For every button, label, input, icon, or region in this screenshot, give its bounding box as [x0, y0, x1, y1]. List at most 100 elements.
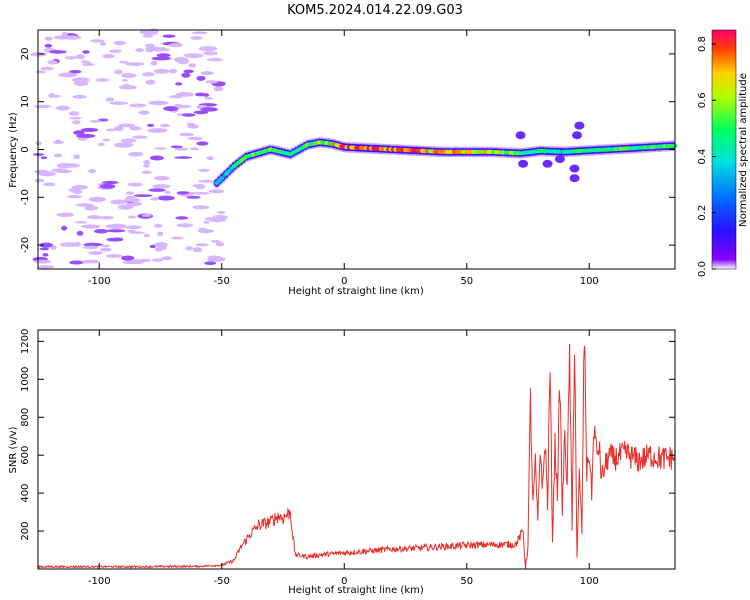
x-tick-label: -50 — [214, 276, 230, 287]
noise-blob — [37, 265, 55, 269]
noise-blob — [99, 41, 107, 46]
spectrogram-x-label: Height of straight line (km) — [288, 286, 424, 297]
noise-blob — [169, 68, 177, 74]
noise-blob — [127, 182, 143, 187]
noise-blob — [76, 133, 96, 138]
y-tick-label: 0 — [20, 146, 31, 152]
noise-blob — [100, 183, 116, 189]
noise-blob — [72, 94, 87, 99]
noise-blob — [200, 71, 214, 76]
noise-blob — [35, 70, 47, 74]
noise-blob — [129, 126, 142, 131]
noise-blob — [184, 53, 204, 58]
x-tick-label: -100 — [88, 276, 111, 287]
noise-blob — [33, 104, 52, 109]
noise-blob — [192, 205, 210, 210]
x-tick-label: -100 — [88, 576, 111, 587]
noise-blob — [118, 85, 137, 90]
y-tick-label: 10 — [20, 95, 31, 108]
noise-blob — [88, 169, 97, 174]
noise-blob — [129, 103, 147, 108]
noise-blob — [179, 132, 195, 137]
noise-blob — [109, 101, 129, 105]
noise-blob — [153, 224, 163, 228]
noise-blob — [191, 31, 208, 35]
noise-blob — [81, 259, 101, 264]
noise-blob — [188, 63, 196, 68]
noise-blob — [138, 110, 150, 115]
ridge-disturbance — [518, 159, 529, 168]
spectrogram-y-ticks: -20 -10 0 10 20 — [20, 48, 675, 253]
colorbar-tick-label: 0.6 — [697, 92, 708, 108]
noise-blob — [120, 73, 137, 78]
noise-blob — [119, 60, 129, 64]
noise-blob — [195, 183, 206, 190]
ridge-disturbance — [569, 174, 580, 183]
noise-blob — [157, 231, 164, 237]
noise-blob — [88, 251, 103, 255]
noise-blob — [215, 241, 225, 247]
noise-blob — [170, 236, 184, 240]
noise-blob — [73, 130, 85, 135]
noise-blob — [200, 107, 219, 112]
noise-blob — [98, 142, 105, 147]
x-tick-label: 0 — [341, 276, 347, 287]
noise-blob — [175, 104, 188, 109]
noise-blob — [125, 62, 145, 67]
noise-blob — [90, 39, 105, 43]
noise-blob — [82, 63, 95, 66]
noise-blob — [212, 216, 225, 220]
ridge-disturbance — [574, 121, 585, 130]
noise-blob — [147, 128, 168, 133]
noise-blob — [44, 36, 53, 41]
noise-blob — [141, 170, 152, 174]
noise-blob — [69, 260, 84, 265]
noise-blob — [67, 195, 83, 199]
noise-blob — [34, 259, 52, 264]
noise-blob — [150, 60, 158, 66]
noise-blob — [110, 199, 127, 205]
noise-blob — [149, 28, 159, 34]
noise-blob — [148, 100, 169, 106]
noise-blob — [198, 179, 214, 183]
noise-blob — [163, 106, 179, 112]
colorbar-ticks: 0.0 0.2 0.4 0.6 0.8 — [697, 36, 716, 277]
noise-blob — [56, 163, 73, 169]
noise-blob — [196, 141, 209, 146]
noise-blob — [59, 242, 80, 247]
snr-x-ticks: -100 -50 0 50 100 — [88, 330, 599, 587]
noise-blob — [127, 215, 136, 219]
noise-blob — [186, 122, 196, 126]
noise-blob — [40, 66, 54, 71]
noise-blob — [204, 261, 217, 266]
noise-blob — [198, 46, 218, 52]
noise-blob — [50, 245, 57, 250]
noise-blob — [53, 35, 73, 40]
noise-blob — [208, 189, 225, 194]
noise-blob — [47, 60, 58, 65]
y-tick-label: 20 — [20, 48, 31, 61]
snr-y-label: SNR (v/v) — [8, 426, 19, 473]
y-tick-label: 1000 — [20, 367, 31, 392]
x-tick-label: 0 — [341, 576, 347, 587]
noise-blob — [170, 145, 183, 149]
noise-blob — [141, 72, 155, 77]
noise-blob — [175, 82, 183, 86]
noise-blob — [185, 246, 193, 251]
noise-blob — [175, 58, 183, 63]
noise-blob — [38, 171, 56, 177]
ridge-disturbance — [554, 155, 565, 164]
x-tick-label: 50 — [460, 576, 473, 587]
noise-blob — [143, 233, 150, 238]
ridge-disturbance — [542, 159, 553, 168]
noise-blob — [71, 77, 91, 83]
noise-blob — [73, 80, 89, 86]
noise-blob — [120, 138, 137, 143]
noise-blob — [203, 220, 210, 224]
noise-blob — [164, 190, 171, 194]
noise-blob — [145, 43, 155, 49]
y-tick-label: 200 — [20, 522, 31, 541]
noise-blob — [181, 72, 191, 78]
noise-blob — [149, 46, 167, 51]
noise-blob — [102, 180, 119, 185]
